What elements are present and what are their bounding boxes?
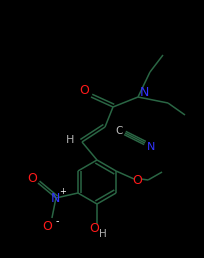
Text: O: O — [42, 220, 52, 232]
Text: N: N — [139, 86, 149, 100]
Text: +: + — [60, 188, 66, 197]
Text: N: N — [147, 142, 155, 152]
Text: O: O — [132, 173, 142, 187]
Text: O: O — [89, 222, 99, 236]
Text: H: H — [99, 229, 107, 239]
Text: H: H — [66, 135, 74, 145]
Text: O: O — [79, 85, 89, 98]
Text: N: N — [50, 191, 60, 205]
Text: C: C — [115, 126, 123, 136]
Text: -: - — [55, 216, 59, 226]
Text: O: O — [27, 173, 37, 186]
